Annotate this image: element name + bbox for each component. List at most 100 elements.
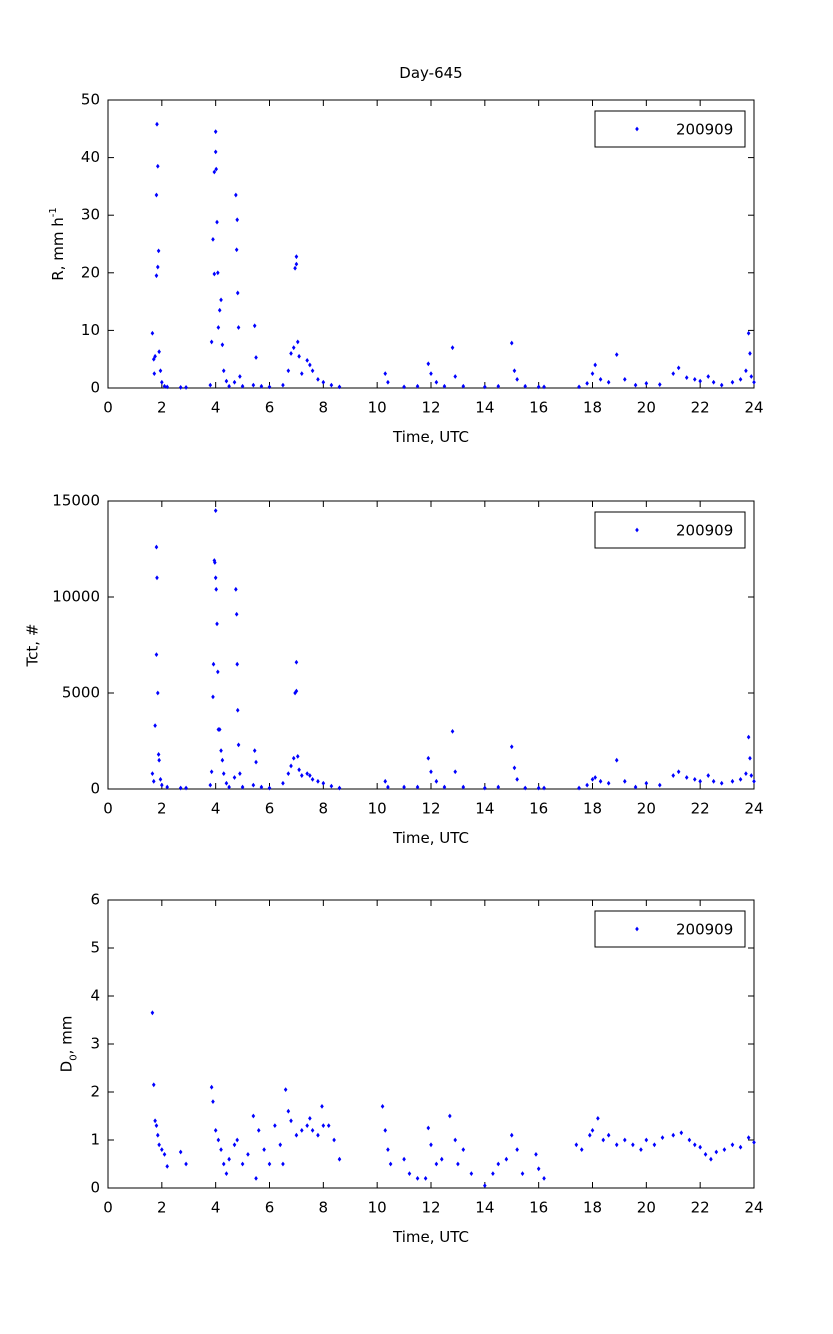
data-point [429,371,433,376]
data-point [623,376,627,382]
data-point [300,1128,304,1133]
data-point [614,1142,619,1148]
y-tick-label: 20 [81,263,100,281]
data-point [671,371,676,376]
data-point [281,780,285,786]
data-point [208,382,213,388]
data-point [596,1116,600,1121]
data-point [278,1142,283,1148]
data-point [294,659,299,665]
y-axis-label-sub: 0 [69,1054,80,1060]
y-tick-label: 4 [90,987,100,1005]
data-point [154,192,159,198]
data-point [692,777,697,782]
data-point [703,1152,708,1157]
data-point [221,368,226,374]
data-point [534,1152,538,1157]
data-point [273,1123,277,1128]
data-point [153,1118,157,1124]
data-point [184,1161,188,1167]
data-point [316,1132,320,1138]
data-point [321,780,326,786]
data-point [644,1137,649,1143]
data-point [426,1125,431,1131]
data-point [214,586,219,592]
data-point [714,1149,719,1155]
data-point [232,379,237,385]
legend-marker [635,926,639,932]
data-point [509,744,514,750]
data-point [515,376,519,382]
series-points [150,508,756,791]
data-point [332,1137,336,1143]
data-point [184,785,188,791]
data-point [150,1010,155,1016]
data-point [453,374,458,379]
data-point [246,1152,250,1157]
data-point [461,784,466,790]
data-point [216,669,220,675]
data-point [671,1132,676,1138]
data-point [711,778,716,784]
x-tick-label: 16 [529,399,548,417]
data-point [214,166,219,172]
data-point [657,782,662,788]
y-tick-label: 3 [90,1035,100,1053]
legend-box [594,511,746,549]
data-point [310,368,315,374]
data-point [160,782,164,788]
data-point [542,384,546,390]
data-point [238,374,242,379]
data-point [730,778,735,784]
legend: 200909 [594,910,746,948]
data-point [208,782,213,788]
x-tick-label: 6 [265,1199,275,1217]
y-axis-label-text: R, mm h [49,217,67,280]
data-point [633,382,638,388]
data-point [585,782,589,788]
data-point [251,782,256,788]
data-point [289,763,293,769]
series-points [150,1010,756,1188]
data-point [300,773,304,778]
data-point [150,771,155,777]
data-point [429,1142,433,1148]
data-point [156,248,161,254]
y-tick-label: 30 [81,206,100,224]
data-point [252,748,257,753]
data-point [483,785,487,791]
data-point [738,777,743,782]
data-point [162,383,167,389]
x-tick-label: 4 [211,800,221,818]
data-point [155,1132,160,1138]
x-tick-label: 20 [637,1199,656,1217]
data-point [234,611,239,617]
data-point [209,1084,214,1090]
data-point [660,1135,665,1140]
x-tick-label: 14 [475,399,494,417]
y-axis-label-sup: -1 [48,207,59,217]
data-point [308,362,312,368]
x-tick-label: 20 [637,399,656,417]
data-point [235,217,239,223]
data-point [212,169,217,175]
x-tick-label: 24 [744,1199,763,1217]
data-point [748,755,752,761]
data-point [588,1132,592,1138]
data-point [283,1087,288,1092]
data-point [692,376,697,382]
data-point [213,508,218,513]
x-tick-label: 4 [211,1199,221,1217]
data-point [305,771,309,777]
legend: 200909 [594,110,746,148]
data-point [158,368,163,374]
x-tick-label: 8 [319,800,329,818]
data-point [515,1147,519,1152]
data-point [523,785,528,791]
data-point [232,1142,237,1148]
data-point [316,778,320,784]
data-point [698,778,702,784]
data-point [320,1104,324,1109]
data-point [496,784,501,790]
data-point [738,1144,743,1150]
